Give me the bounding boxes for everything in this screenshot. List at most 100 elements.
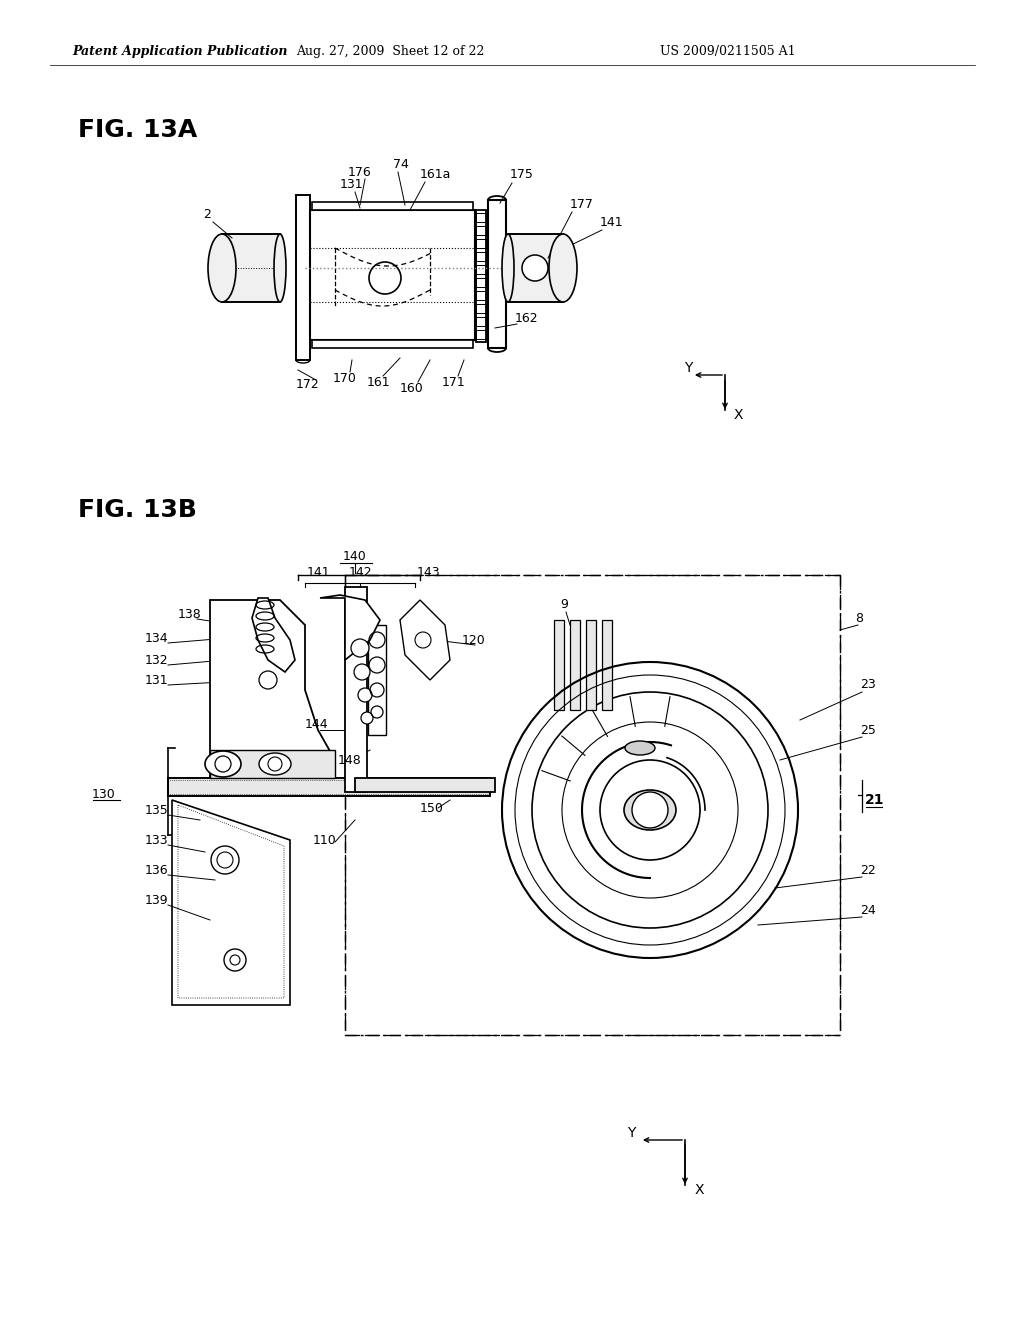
Ellipse shape (208, 234, 236, 302)
Bar (476, 239, 486, 248)
Bar (368, 624, 386, 735)
Text: X: X (734, 408, 743, 422)
Ellipse shape (259, 752, 291, 775)
Bar (168, 777, 490, 796)
Circle shape (211, 846, 239, 874)
Bar (476, 265, 486, 275)
Text: 21: 21 (865, 793, 885, 807)
Text: 171: 171 (442, 375, 466, 388)
Text: 144: 144 (305, 718, 329, 731)
Ellipse shape (549, 234, 577, 302)
Ellipse shape (296, 356, 310, 363)
Bar (488, 201, 506, 348)
Text: 110: 110 (313, 833, 337, 846)
Text: 141: 141 (600, 215, 624, 228)
Text: 120: 120 (462, 634, 485, 647)
Circle shape (361, 711, 373, 723)
Text: 135: 135 (145, 804, 169, 817)
Text: 143: 143 (417, 565, 440, 578)
Text: 23: 23 (860, 678, 876, 692)
Circle shape (600, 760, 700, 861)
Text: 140: 140 (343, 549, 367, 562)
Text: FIG. 13A: FIG. 13A (78, 117, 198, 143)
Bar (476, 252, 486, 261)
Text: 131: 131 (145, 673, 169, 686)
Bar (296, 195, 310, 360)
Bar (312, 202, 473, 210)
Text: 162: 162 (515, 312, 539, 325)
Bar (554, 620, 564, 710)
Text: 172: 172 (296, 379, 319, 392)
Bar (602, 620, 612, 710)
Ellipse shape (502, 234, 514, 302)
Bar (570, 620, 580, 710)
Bar (476, 213, 486, 222)
Polygon shape (172, 800, 290, 1005)
Text: 161: 161 (367, 375, 390, 388)
Bar (476, 330, 486, 339)
Text: 22: 22 (860, 863, 876, 876)
Bar (476, 304, 486, 313)
Text: 139: 139 (145, 894, 169, 907)
Circle shape (358, 688, 372, 702)
Bar (586, 620, 596, 710)
Text: 136: 136 (145, 863, 169, 876)
Text: 25: 25 (860, 723, 876, 737)
Bar (312, 341, 473, 348)
Text: 131: 131 (340, 178, 364, 191)
Circle shape (259, 671, 278, 689)
Circle shape (532, 692, 768, 928)
Text: 170: 170 (333, 371, 357, 384)
Bar (476, 290, 486, 300)
Bar (508, 234, 563, 302)
Text: 176: 176 (348, 165, 372, 178)
Text: 2: 2 (203, 209, 211, 222)
Polygon shape (210, 750, 335, 777)
Bar (476, 279, 486, 286)
Bar (355, 777, 495, 792)
Polygon shape (400, 601, 450, 680)
Bar (222, 234, 280, 302)
Bar (310, 210, 475, 341)
Ellipse shape (624, 789, 676, 830)
Circle shape (224, 949, 246, 972)
Ellipse shape (488, 345, 506, 352)
Text: 74: 74 (393, 158, 409, 172)
Ellipse shape (274, 234, 286, 302)
Text: 8: 8 (855, 611, 863, 624)
Circle shape (351, 639, 369, 657)
Ellipse shape (625, 741, 655, 755)
Text: 150: 150 (420, 801, 443, 814)
Polygon shape (210, 601, 335, 777)
Text: 142: 142 (348, 565, 372, 578)
Bar (476, 226, 486, 235)
Text: X: X (695, 1183, 705, 1197)
Ellipse shape (488, 195, 506, 205)
Text: 141: 141 (307, 565, 331, 578)
Text: 24: 24 (860, 903, 876, 916)
Text: Y: Y (627, 1126, 635, 1140)
Bar (345, 587, 367, 792)
Circle shape (522, 255, 548, 281)
Text: 177: 177 (570, 198, 594, 211)
Polygon shape (319, 595, 380, 660)
Text: FIG. 13B: FIG. 13B (78, 498, 197, 521)
Polygon shape (252, 598, 295, 672)
Text: 161a: 161a (420, 169, 452, 181)
Ellipse shape (205, 751, 241, 777)
Text: 160: 160 (400, 381, 424, 395)
Bar (476, 210, 486, 342)
Circle shape (354, 664, 370, 680)
Text: 175: 175 (510, 169, 534, 181)
Text: 134: 134 (145, 631, 169, 644)
Text: Aug. 27, 2009  Sheet 12 of 22: Aug. 27, 2009 Sheet 12 of 22 (296, 45, 484, 58)
Text: Y: Y (684, 360, 692, 375)
Text: 133: 133 (145, 833, 169, 846)
Bar (476, 317, 486, 326)
Circle shape (632, 792, 668, 828)
Text: 148: 148 (338, 754, 361, 767)
Text: 130: 130 (92, 788, 116, 801)
Text: 9: 9 (560, 598, 568, 611)
Text: US 2009/0211505 A1: US 2009/0211505 A1 (660, 45, 796, 58)
Text: 132: 132 (145, 653, 169, 667)
